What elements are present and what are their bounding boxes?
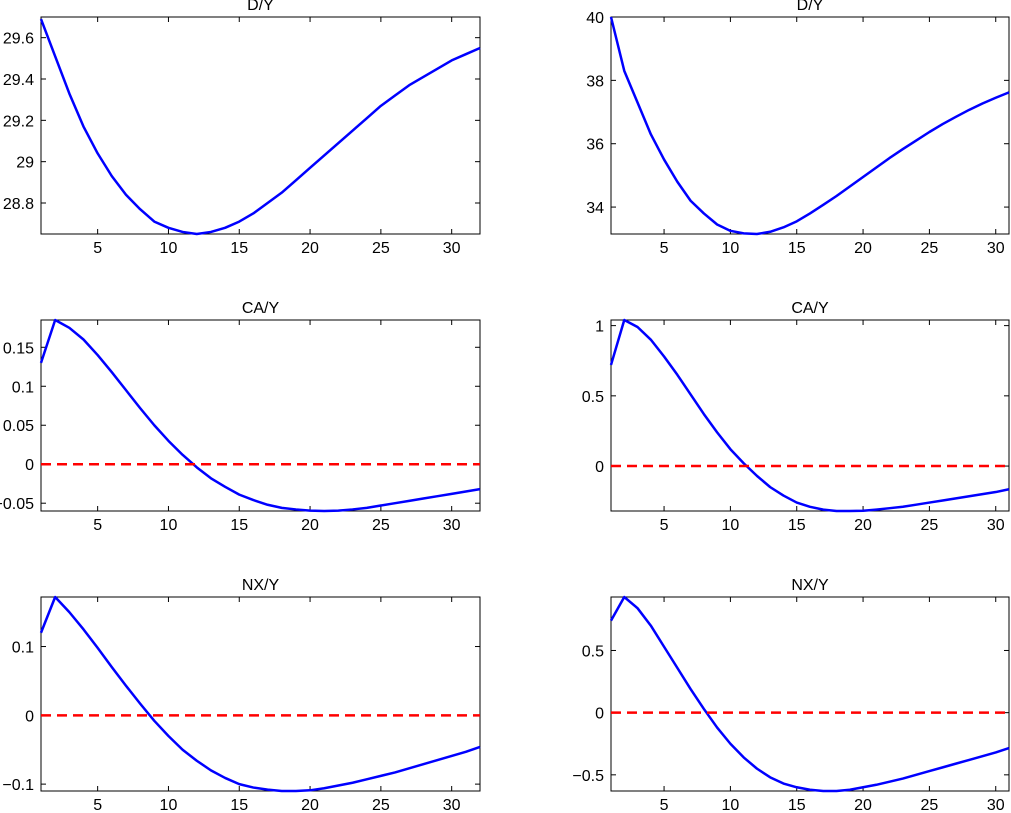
y-tick-label: −0.1 <box>2 777 34 794</box>
x-tick-label: 15 <box>788 240 806 257</box>
y-tick-label: 0 <box>25 457 34 474</box>
subplot-title: D/Y <box>797 0 824 14</box>
y-tick-label: 34 <box>586 200 604 217</box>
axes-frame <box>40 596 481 792</box>
subplot-title: CA/Y <box>242 300 280 317</box>
y-tick-label: 29 <box>16 155 34 172</box>
x-tick-label: 5 <box>660 797 669 813</box>
x-tick-label: 25 <box>372 240 390 257</box>
series-line <box>39 318 481 513</box>
x-tick-label: 25 <box>372 797 390 813</box>
y-tick-label: 0.05 <box>3 418 34 435</box>
y-tick-label: 0 <box>595 706 604 723</box>
series-line <box>609 318 1010 513</box>
x-tick-label: 15 <box>788 797 806 813</box>
y-tick-label: −0.05 <box>0 496 34 513</box>
axes-frame <box>610 16 1010 235</box>
subplot-5: NX/Y 5 10 15 20 25 30 −0.1 0 0.1 <box>2 577 481 813</box>
x-tick-label: 5 <box>93 240 102 257</box>
subplot-title: CA/Y <box>791 300 829 317</box>
x-tick-label: 15 <box>230 797 248 813</box>
series-line <box>609 16 1010 236</box>
x-tick-label: 15 <box>230 517 248 534</box>
subplot-3: CA/Y 5 10 15 20 25 30 −0.05 0 0.05 0.1 0.15 <box>0 300 481 534</box>
x-tick-label: 20 <box>301 797 319 813</box>
x-tick-label: 10 <box>160 240 178 257</box>
x-tick-label: 5 <box>660 240 669 257</box>
axes-frame <box>610 596 1010 792</box>
x-tick-label: 30 <box>987 797 1005 813</box>
series-line <box>39 18 481 236</box>
y-tick-label: 40 <box>586 10 604 27</box>
x-tick-label: 20 <box>301 240 319 257</box>
subplot-title: D/Y <box>247 0 274 14</box>
x-tick-label: 20 <box>854 797 872 813</box>
y-tick-label: 29.4 <box>3 72 34 89</box>
subplot-1: D/Y 5 10 15 20 25 30 28.8 29 29.2 29.4 29.6 <box>3 0 481 257</box>
x-tick-label: 30 <box>443 797 461 813</box>
series-line <box>609 595 1010 793</box>
series-line <box>39 595 481 793</box>
x-tick-label: 25 <box>921 240 939 257</box>
y-tick-label: 0 <box>595 459 604 476</box>
y-tick-label: 0.5 <box>582 389 604 406</box>
y-tick-label: 29.6 <box>3 31 34 48</box>
x-tick-label: 10 <box>722 517 740 534</box>
x-tick-label: 15 <box>230 240 248 257</box>
subplot-title: NX/Y <box>791 577 829 594</box>
x-tick-label: 30 <box>443 517 461 534</box>
y-tick-label: 38 <box>586 73 604 90</box>
x-tick-label: 10 <box>160 797 178 813</box>
x-tick-label: 10 <box>722 797 740 813</box>
y-tick-label: 36 <box>586 137 604 154</box>
x-tick-label: 25 <box>921 797 939 813</box>
x-tick-label: 10 <box>722 240 740 257</box>
subplot-title: NX/Y <box>242 577 280 594</box>
axes-frame <box>40 16 481 235</box>
x-tick-label: 5 <box>93 797 102 813</box>
x-tick-label: 10 <box>160 517 178 534</box>
x-tick-label: 25 <box>921 517 939 534</box>
y-tick-label: 0.15 <box>3 340 34 357</box>
y-tick-label: 0 <box>25 708 34 725</box>
y-tick-label: 0.1 <box>12 379 34 396</box>
y-tick-label: 0.1 <box>12 640 34 657</box>
y-tick-label: −0.5 <box>572 768 604 785</box>
y-tick-label: 1 <box>595 319 604 336</box>
x-tick-label: 20 <box>854 517 872 534</box>
subplot-6: NX/Y 5 10 15 20 25 30 −0.5 0 0.5 <box>572 577 1010 813</box>
x-tick-label: 15 <box>788 517 806 534</box>
x-tick-label: 5 <box>660 517 669 534</box>
x-tick-label: 20 <box>301 517 319 534</box>
subplot-2: D/Y 5 10 15 20 25 30 34 36 38 40 <box>586 0 1010 257</box>
y-tick-label: 29.2 <box>3 113 34 130</box>
subplot-4: CA/Y 5 10 15 20 25 30 0 0.5 1 <box>582 300 1010 534</box>
x-tick-label: 30 <box>443 240 461 257</box>
axes-frame <box>40 319 481 512</box>
x-tick-label: 30 <box>987 517 1005 534</box>
x-tick-label: 20 <box>854 240 872 257</box>
axes-frame <box>610 319 1010 512</box>
y-tick-label: 0.5 <box>582 643 604 660</box>
x-tick-label: 5 <box>93 517 102 534</box>
x-tick-label: 30 <box>987 240 1005 257</box>
x-tick-label: 25 <box>372 517 390 534</box>
y-tick-label: 28.8 <box>3 196 34 213</box>
